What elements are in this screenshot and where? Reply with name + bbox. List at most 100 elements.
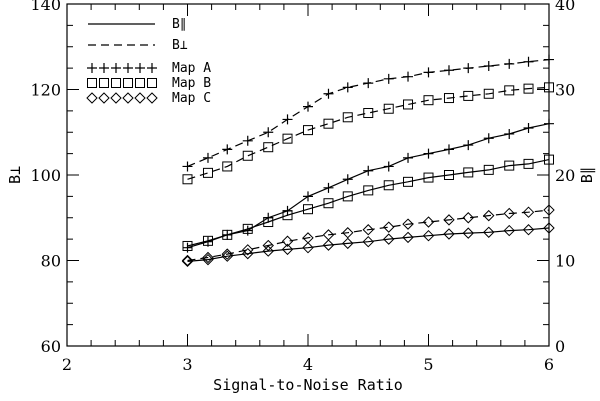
data-point-square [363,185,374,196]
data-point-diamond [383,233,395,245]
data-point-square [423,172,434,183]
data-point-plus [222,144,233,155]
y-right-tick-label: 10 [555,252,575,271]
data-point-plus [363,165,374,176]
axis-ticks [66,3,550,347]
data-point-square [544,82,554,93]
data-point-plus [423,67,434,78]
y-right-tick-label: 20 [555,166,575,185]
legend-label-bperp: B⊥ [172,38,188,53]
data-point-plus [87,63,97,73]
data-point-square [242,223,253,234]
data-point-diamond [110,92,122,104]
data-point-plus [182,161,193,172]
data-point-diamond [202,251,214,264]
data-point-diamond [522,206,535,218]
x-tick-label: 2 [62,355,72,374]
data-point-diamond [462,227,474,239]
x-tick-label: 4 [303,355,313,374]
data-point-square [463,167,474,178]
data-point-plus [263,127,274,138]
series-line-map-c-solid [187,227,550,262]
data-point-square [383,103,394,114]
data-point-diamond [402,231,414,244]
data-point-square [544,154,554,165]
data-point-plus [383,161,394,172]
data-point-plus [504,58,515,69]
data-point-square [222,161,233,172]
data-point-diamond [383,221,395,233]
data-point-plus [483,60,494,71]
data-point-square [523,83,534,94]
data-point-square [222,229,233,240]
y-left-tick-label: 100 [30,166,61,185]
data-point-diamond [202,253,214,266]
data-point-square [504,160,515,171]
y-right-tick-label: 40 [555,0,575,14]
data-point-diamond [503,207,515,220]
data-point-plus [303,101,313,112]
data-point-plus [443,144,454,155]
data-point-diamond [221,248,233,260]
data-point-diamond [242,247,254,260]
data-point-diamond [443,214,455,226]
data-point-square [403,99,414,110]
data-point-plus [544,118,554,129]
data-point-diamond [422,229,435,242]
data-point-diamond [262,245,274,257]
data-point-diamond [483,209,495,222]
data-point-diamond [322,239,335,251]
data-point-diamond [522,224,535,236]
data-point-diamond [302,241,314,254]
series-line-map-b-dashed [187,86,550,180]
data-point-plus [383,73,394,84]
data-point-plus [443,65,454,76]
series-line-map-c-dashed [187,209,550,262]
data-point-square [202,235,213,246]
data-point-diamond [443,228,455,240]
data-point-plus [423,148,434,159]
legend: B∥ B⊥ Map A Map B Map C [86,17,211,106]
data-point-diamond [134,92,146,104]
data-point-square [87,78,97,88]
data-point-plus [303,191,313,202]
data-point-plus [99,63,109,73]
data-point-plus [182,242,193,253]
x-tick-label: 6 [544,355,554,374]
data-point-square [111,78,121,88]
series-line-map-a-dashed [187,59,550,167]
data-point-diamond [181,254,194,267]
data-point-square [323,118,334,129]
data-point-square [263,217,274,228]
y-left-tick-label: 60 [41,337,61,356]
data-point-plus [504,128,515,139]
legend-label-map-a: Map A [172,61,211,76]
data-point-diamond [281,235,294,247]
data-point-diamond [362,224,374,236]
data-point-plus [363,78,374,89]
data-point-square [363,108,374,119]
data-point-square [423,95,434,106]
data-point-diamond [422,216,435,228]
data-point-diamond [181,255,194,268]
y-axis-title-left: B⊥ [6,166,24,184]
data-point-diamond [362,235,374,248]
y-left-tick-label: 140 [30,0,61,14]
data-point-diamond [483,226,495,238]
data-point-diamond [402,218,414,230]
data-point-plus [342,174,353,185]
data-point-plus [202,152,213,163]
data-point-plus [111,63,121,73]
data-point-plus [282,114,293,125]
legend-label-map-c: Map C [172,91,211,106]
data-point-plus [123,63,133,73]
data-point-square [242,150,253,161]
data-point-plus [523,122,534,133]
data-point-plus [135,63,145,73]
axis-tick-labels: 2 3 4 5 6 60 80 100 120 140 0 10 20 30 40 [30,0,575,374]
y-left-tick-label: 120 [30,81,61,100]
data-point-plus [463,140,474,151]
data-point-plus [147,63,157,73]
data-point-square [443,170,454,180]
